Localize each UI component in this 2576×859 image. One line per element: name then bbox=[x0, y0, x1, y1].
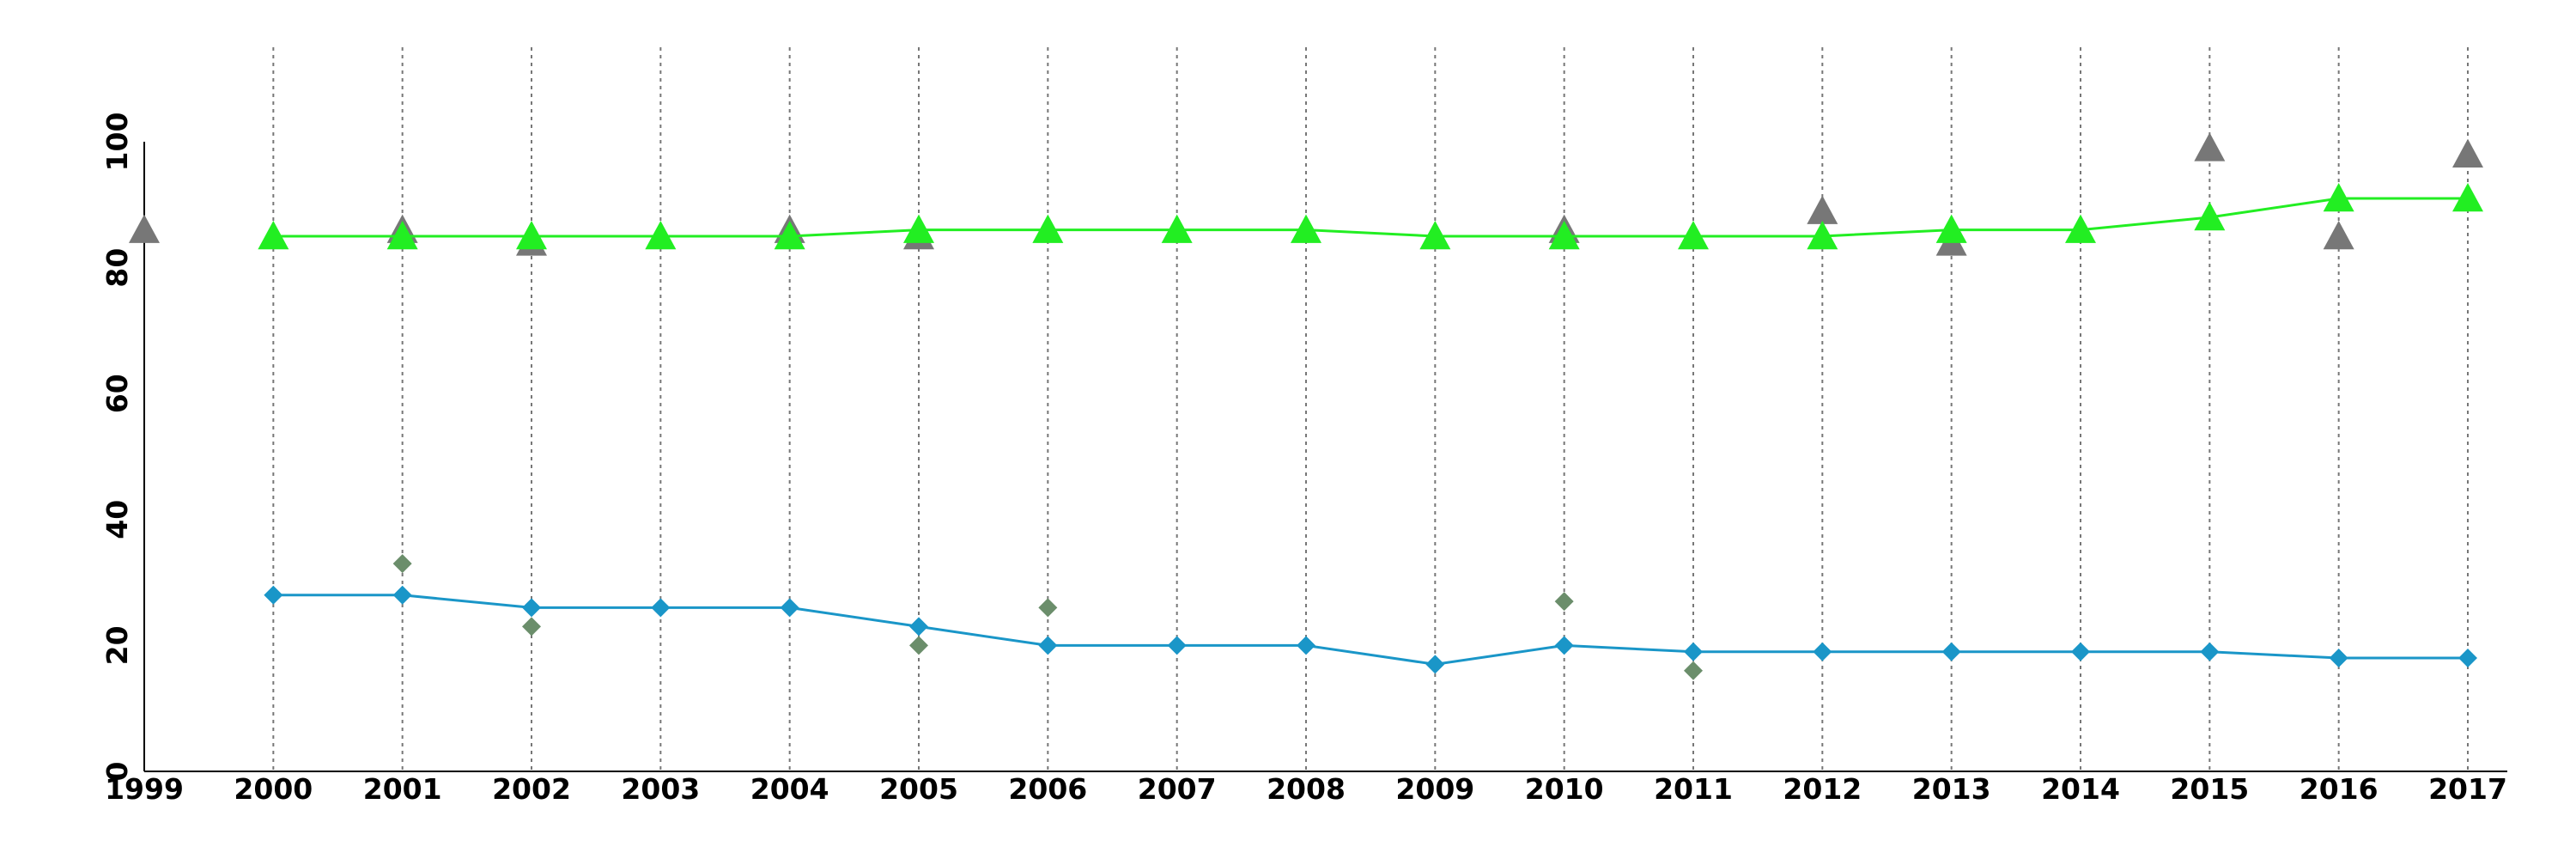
diamond-point bbox=[780, 598, 799, 618]
triangle-point bbox=[129, 214, 160, 243]
diamond-point bbox=[1297, 636, 1315, 655]
triangle-point bbox=[1807, 195, 1838, 224]
series-group bbox=[129, 132, 2483, 680]
x-tick-label: 2010 bbox=[1525, 772, 1604, 806]
x-tick-label: 2012 bbox=[1783, 772, 1862, 806]
x-tick-label: 2007 bbox=[1138, 772, 1217, 806]
x-tick-label: 2008 bbox=[1267, 772, 1346, 806]
x-tick-label: 2013 bbox=[1912, 772, 1991, 806]
diamond-point bbox=[1941, 642, 1961, 661]
x-tick-label: 2002 bbox=[492, 772, 571, 806]
triangle-point bbox=[1807, 220, 1838, 250]
triangle-point bbox=[1419, 220, 1451, 250]
diamond-point bbox=[1167, 636, 1187, 655]
triangle-point bbox=[386, 220, 418, 250]
diamond-point bbox=[1813, 642, 1832, 661]
triangle-point bbox=[2452, 182, 2483, 212]
x-tick-label: 1999 bbox=[105, 772, 184, 806]
x-tick-label: 2011 bbox=[1654, 772, 1733, 806]
triangle-point bbox=[516, 220, 547, 250]
x-tick-label: 2005 bbox=[879, 772, 958, 806]
triangle-point bbox=[1161, 214, 1193, 243]
series-2-line bbox=[264, 585, 2477, 674]
triangle-point bbox=[2065, 214, 2096, 243]
y-tick-label: 60 bbox=[100, 374, 134, 413]
diamond-point bbox=[2200, 642, 2220, 661]
y-tick-label: 80 bbox=[100, 248, 134, 288]
diamond-point bbox=[392, 585, 412, 605]
series-0-line bbox=[258, 182, 2483, 250]
diamond-point bbox=[1425, 655, 1445, 674]
x-tick-label: 2006 bbox=[1008, 772, 1087, 806]
series-line bbox=[273, 594, 2468, 666]
diamond-point bbox=[522, 617, 541, 637]
triangle-point bbox=[2323, 220, 2354, 250]
x-tick-label: 2003 bbox=[621, 772, 700, 806]
diamond-point bbox=[2458, 649, 2477, 668]
x-tick-label: 2001 bbox=[363, 772, 442, 806]
x-tick-label: 2015 bbox=[2170, 772, 2249, 806]
triangle-point bbox=[903, 214, 934, 243]
gridlines bbox=[272, 47, 2469, 771]
y-tick-label: 0 bbox=[100, 762, 134, 782]
x-tick-label: 2017 bbox=[2428, 772, 2507, 806]
diamond-point bbox=[909, 617, 928, 637]
diamond-point bbox=[909, 636, 928, 655]
diamond-point bbox=[1684, 642, 1703, 661]
diamond-point bbox=[1038, 598, 1058, 618]
axes bbox=[143, 142, 2507, 772]
triangle-point bbox=[1291, 214, 1321, 243]
diamond-point bbox=[2071, 642, 2090, 661]
tick-labels: 1999 2000 2001 2002 2003 2004 2005 2006 2007 2008… bbox=[100, 113, 2507, 806]
triangle-point bbox=[645, 220, 677, 250]
diamond-point bbox=[522, 598, 541, 618]
triangle-point bbox=[774, 220, 805, 250]
diamond-point bbox=[1554, 592, 1574, 612]
triangle-point bbox=[2194, 201, 2226, 231]
triangle-point bbox=[1935, 214, 1967, 243]
diamond-point bbox=[1554, 636, 1574, 655]
triangle-point bbox=[1032, 214, 1064, 243]
diamond-point bbox=[1038, 636, 1058, 655]
triangle-point bbox=[2452, 138, 2483, 168]
diamond-point bbox=[264, 585, 283, 605]
triangle-point bbox=[258, 220, 289, 250]
diamond-point bbox=[2329, 649, 2348, 668]
x-tick-label: 2004 bbox=[750, 772, 829, 806]
triangle-point bbox=[1678, 220, 1709, 250]
triangle-point bbox=[2323, 182, 2354, 212]
y-tick-label: 40 bbox=[100, 500, 134, 539]
y-tick-label: 100 bbox=[100, 113, 134, 172]
series-3-scatter bbox=[392, 554, 1703, 680]
diamond-point bbox=[392, 554, 412, 574]
diamond-point bbox=[651, 598, 671, 618]
diamond-point bbox=[1684, 661, 1703, 680]
y-tick-label: 20 bbox=[100, 625, 134, 665]
x-tick-label: 2009 bbox=[1395, 772, 1474, 806]
x-tick-label: 2016 bbox=[2300, 772, 2379, 806]
triangle-point bbox=[2194, 132, 2226, 161]
x-tick-label: 2014 bbox=[2041, 772, 2120, 806]
triangle-point bbox=[1548, 220, 1580, 250]
series-line bbox=[273, 197, 2468, 238]
x-tick-label: 2000 bbox=[234, 772, 313, 806]
